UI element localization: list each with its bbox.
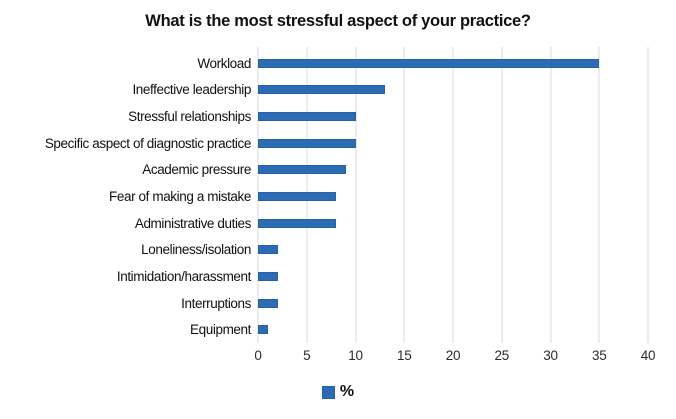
x-tick-label: 10 xyxy=(348,348,363,363)
bar-track xyxy=(258,85,648,95)
category-label: Loneliness/isolation xyxy=(141,242,251,258)
category-label: Intimidation/harassment xyxy=(116,268,252,284)
bar-track xyxy=(258,58,648,68)
bar xyxy=(258,192,336,202)
chart-row: Equipment xyxy=(0,316,648,343)
x-tick-label: 0 xyxy=(254,348,262,363)
plot-rows: Workload Ineffective leadership Stressful … xyxy=(0,50,648,343)
chart-row: Stressful relationships xyxy=(0,103,648,130)
gridline-15 xyxy=(403,47,405,343)
chart-row: Fear of making a mistake xyxy=(0,183,648,210)
bar-track xyxy=(258,165,648,175)
category-label: Ineffective leadership xyxy=(132,82,251,98)
x-tick-label: 20 xyxy=(445,348,461,363)
legend-label: % xyxy=(339,383,355,400)
gridline-25 xyxy=(501,47,503,343)
bar xyxy=(258,218,336,228)
bar-track xyxy=(258,325,648,335)
bar xyxy=(258,325,268,335)
bar xyxy=(258,245,278,255)
bar-track xyxy=(258,138,648,148)
bar xyxy=(258,271,278,281)
chart-row: Loneliness/isolation xyxy=(0,236,648,263)
x-tick-label: 40 xyxy=(640,348,656,363)
bar xyxy=(258,112,356,122)
category-label: Specific aspect of diagnostic practice xyxy=(44,135,252,151)
category-label: Interruptions xyxy=(181,295,251,311)
chart-row: Interruptions xyxy=(0,290,648,317)
chart-row: Ineffective leadership xyxy=(0,77,648,104)
x-tick-label: 25 xyxy=(494,348,510,363)
gridline-20 xyxy=(452,47,454,343)
gridline-40 xyxy=(647,47,649,343)
category-label: Stressful relationships xyxy=(128,109,251,125)
category-label: Academic pressure xyxy=(142,162,251,178)
chart-title: What is the most stressful aspect of you… xyxy=(145,12,531,30)
x-axis: 0 5 10 15 20 25 30 35 40 xyxy=(254,348,655,366)
category-label: Workload xyxy=(197,55,251,71)
bar xyxy=(258,298,278,308)
bar-track xyxy=(258,192,648,202)
gridline-35 xyxy=(598,47,600,343)
chart-row: Workload xyxy=(0,50,648,77)
bar-track xyxy=(258,112,648,122)
chart-row: Intimidation/harassment xyxy=(0,263,648,290)
x-tick-label: 30 xyxy=(543,348,558,363)
bar-track xyxy=(258,245,648,255)
bar xyxy=(258,165,346,175)
legend-swatch xyxy=(321,385,335,399)
category-label: Administrative duties xyxy=(134,215,252,231)
chart-row: Administrative duties xyxy=(0,210,648,237)
x-tick-label: 15 xyxy=(397,348,412,363)
category-label: Fear of making a mistake xyxy=(109,189,251,205)
bar-track xyxy=(258,298,648,308)
plot-area: Workload Ineffective leadership Stressful … xyxy=(0,47,649,343)
legend: % xyxy=(0,383,676,401)
x-tick-label: 35 xyxy=(592,348,607,363)
chart-row: Academic pressure xyxy=(0,157,648,184)
category-label: Equipment xyxy=(190,322,251,338)
chart-row: Specific aspect of diagnostic practice xyxy=(0,130,648,157)
bar xyxy=(258,58,600,68)
bar xyxy=(258,85,385,95)
gridline-30 xyxy=(550,47,551,343)
bar-track xyxy=(258,218,648,228)
bar-track xyxy=(258,271,648,281)
x-tick-label: 5 xyxy=(303,348,311,363)
bar xyxy=(258,138,356,148)
gridline-10 xyxy=(355,47,356,343)
